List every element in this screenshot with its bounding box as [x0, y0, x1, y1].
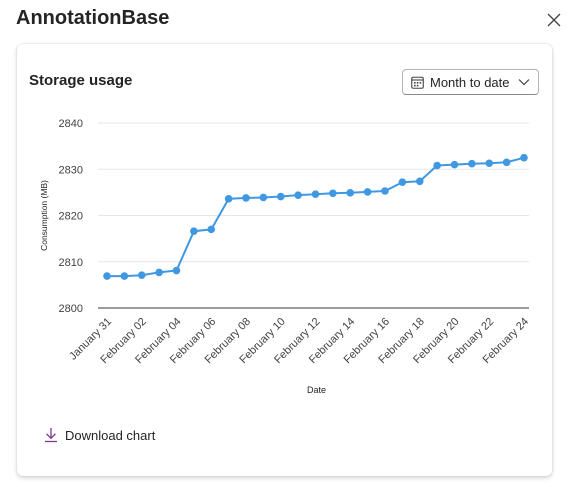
data-point [311, 190, 320, 199]
x-axis-label: Date [307, 385, 326, 395]
data-point [363, 188, 372, 196]
data-point [242, 194, 250, 202]
data-point [137, 271, 146, 279]
data-point [207, 225, 216, 234]
card-title: Storage usage [29, 72, 133, 89]
data-point [468, 159, 476, 168]
data-point [259, 193, 268, 202]
panel-title: AnnotationBase [16, 7, 170, 29]
storage-usage-card: Storage usage Month to date 2800 2810 2820… [17, 44, 552, 476]
y-tick-label: 2840 [59, 118, 83, 130]
data-point [502, 158, 511, 167]
y-tick-label: 2830 [59, 164, 83, 176]
data-point [294, 191, 302, 199]
download-chart-button[interactable]: Download chart [44, 427, 155, 443]
data-point [398, 178, 407, 186]
data-point [190, 227, 198, 236]
data-point [120, 272, 129, 280]
download-icon [45, 428, 57, 443]
y-tick-label: 2800 [59, 303, 83, 315]
date-range-dropdown[interactable]: Month to date [402, 69, 539, 95]
data-point [276, 192, 285, 201]
data-point [224, 195, 233, 203]
date-range-value: Month to date [430, 74, 510, 90]
y-axis-label: Consumption (MB) [39, 180, 49, 251]
y-tick-label: 2820 [59, 211, 83, 223]
close-icon [547, 13, 561, 27]
close-button[interactable] [544, 10, 564, 30]
chevron-down-icon [518, 78, 530, 86]
y-tick-label: 2810 [59, 257, 83, 269]
series-line [107, 156, 525, 278]
data-point [415, 177, 424, 186]
data-point [381, 187, 389, 195]
data-point [346, 189, 355, 197]
data-point [103, 272, 111, 280]
data-point [172, 266, 181, 275]
data-point [155, 268, 163, 277]
data-point [329, 189, 337, 198]
download-chart-label: Download chart [65, 427, 156, 443]
calendar-icon [411, 76, 424, 89]
data-point [485, 159, 494, 168]
data-point [520, 153, 528, 162]
data-point [450, 160, 459, 169]
data-point [433, 161, 441, 170]
